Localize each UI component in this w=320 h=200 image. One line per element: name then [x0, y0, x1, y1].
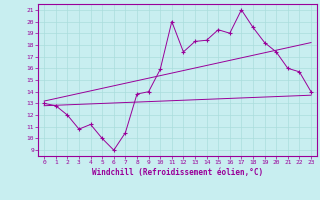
X-axis label: Windchill (Refroidissement éolien,°C): Windchill (Refroidissement éolien,°C) — [92, 168, 263, 177]
